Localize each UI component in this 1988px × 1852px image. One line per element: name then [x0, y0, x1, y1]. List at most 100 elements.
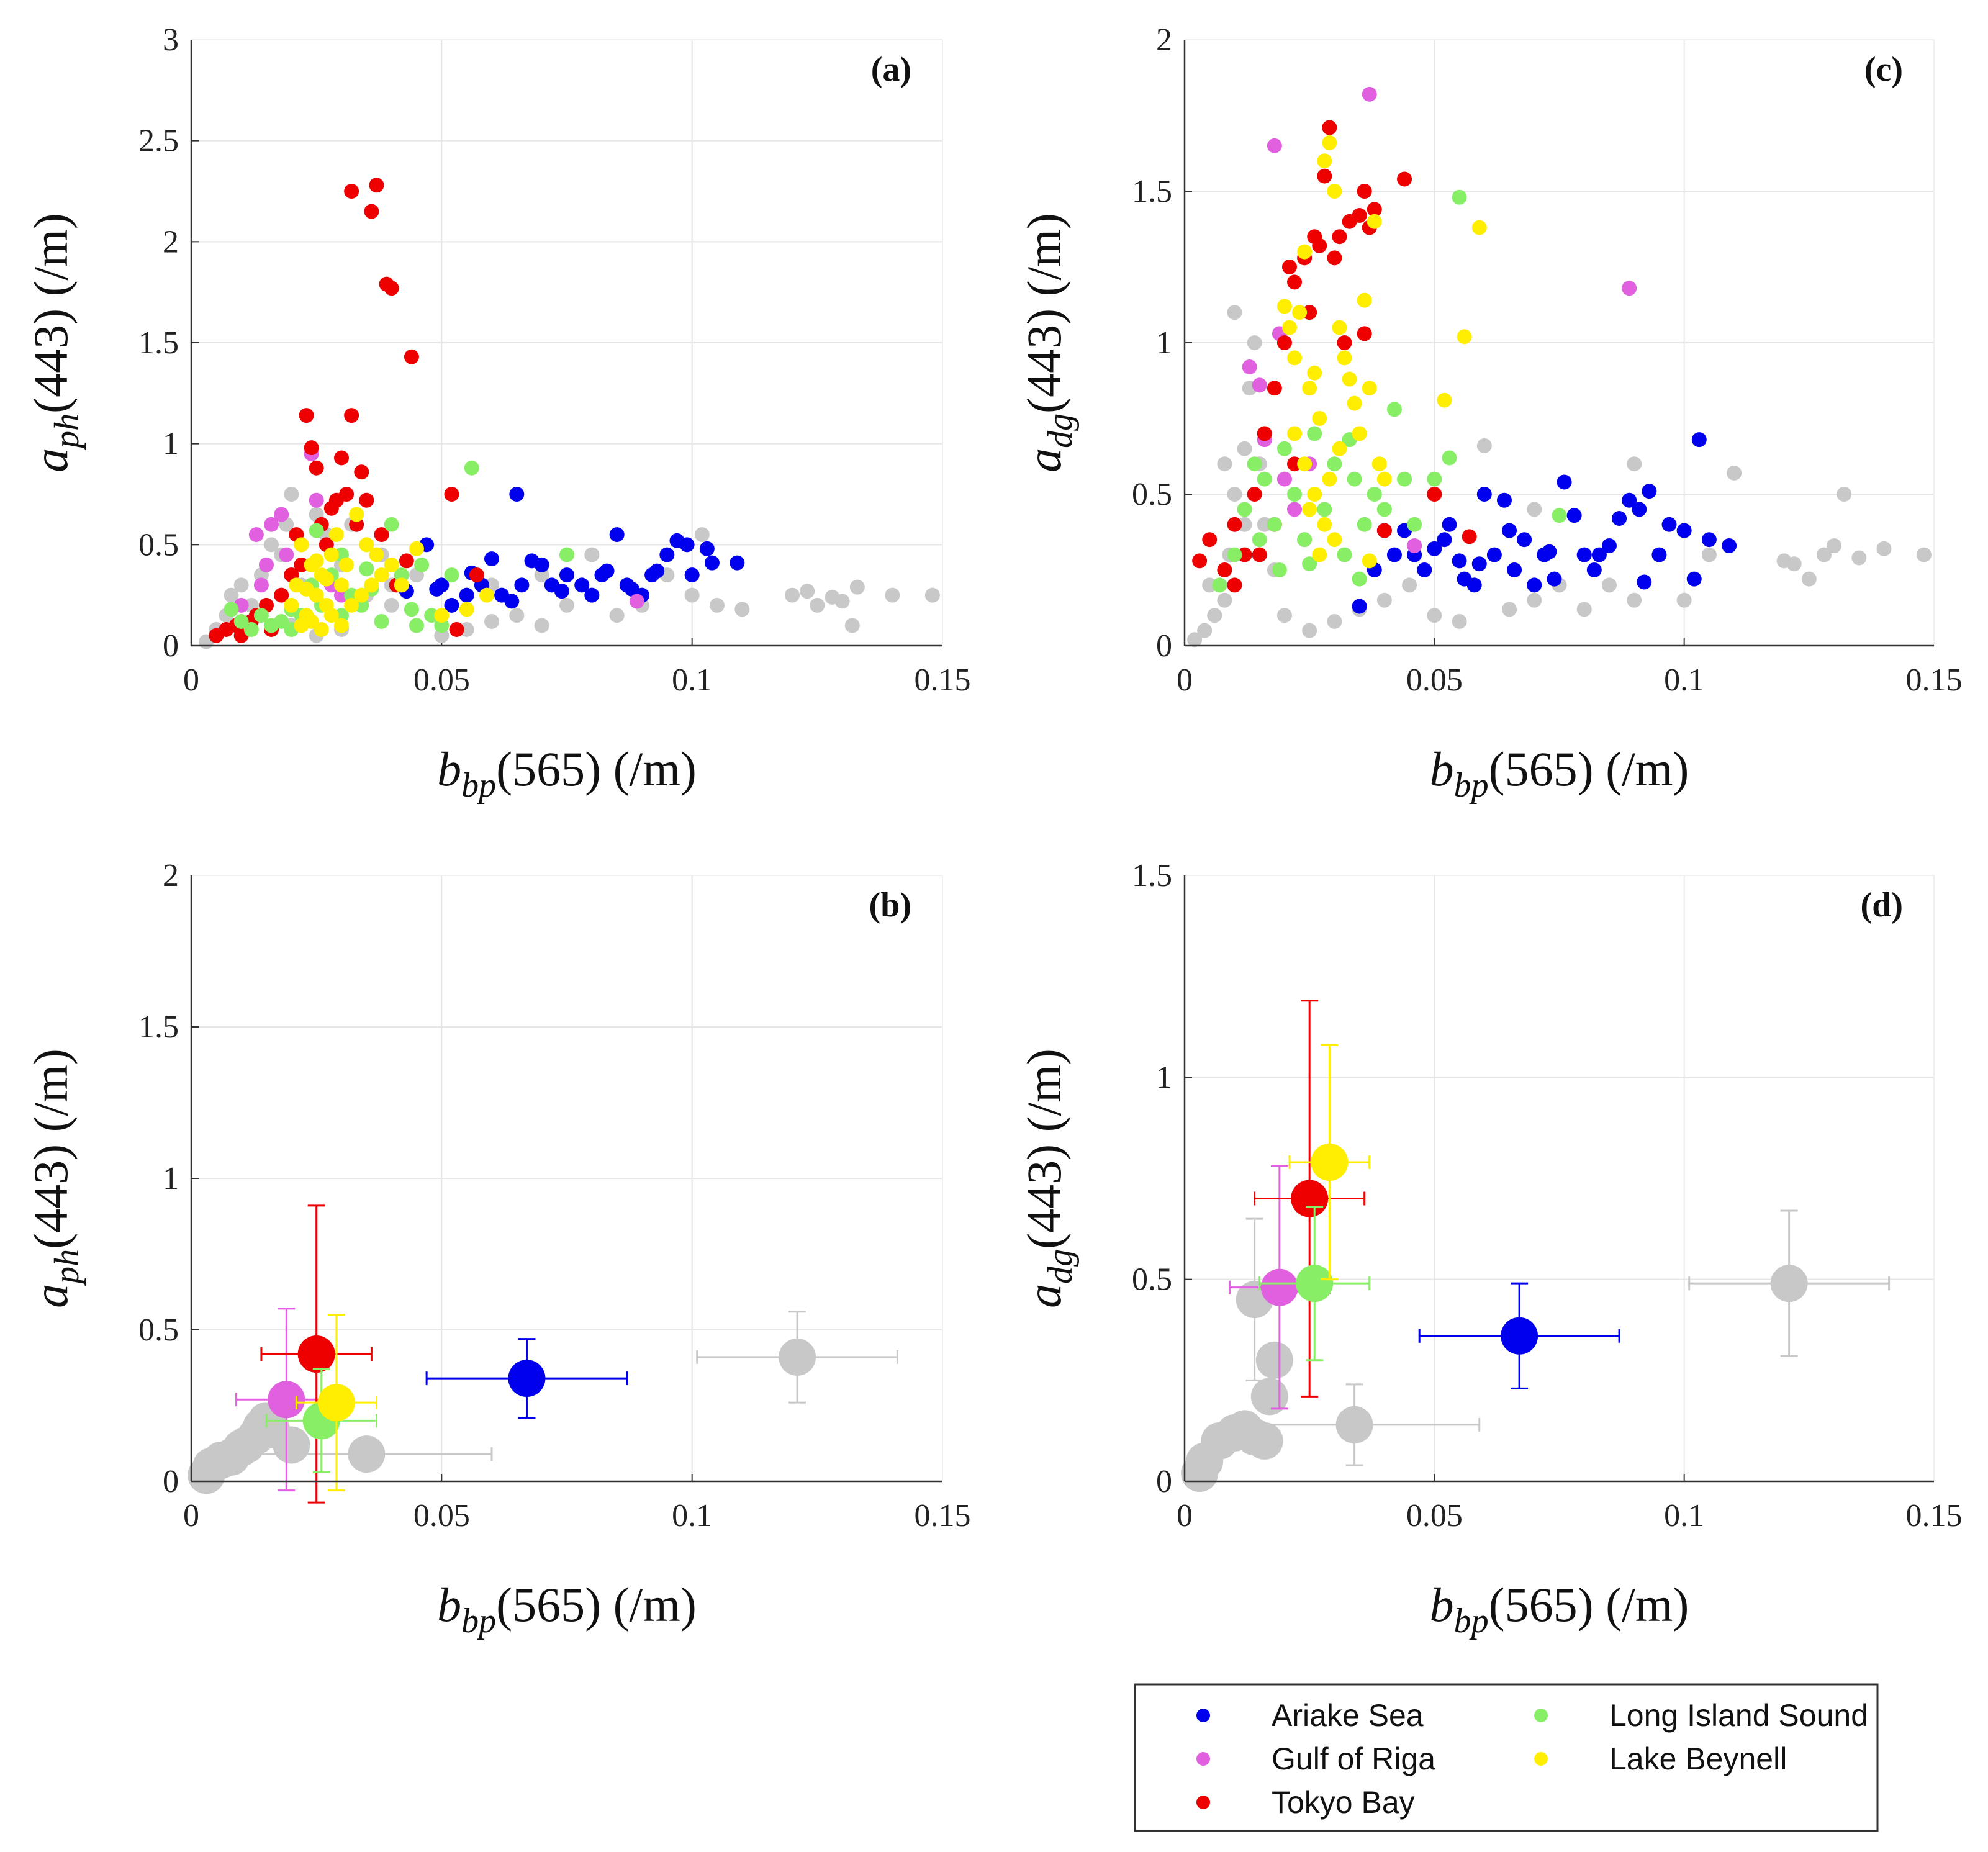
- data-point-tokyo-bay: [1252, 547, 1267, 562]
- data-point-other: [800, 584, 815, 599]
- data-point-long-island-sound: [359, 561, 374, 577]
- data-point-lake-beynell: [328, 527, 344, 543]
- y-tick-label: 0: [1156, 1464, 1172, 1499]
- data-point-ariake-sea: [1701, 532, 1717, 548]
- data-point-other: [1601, 577, 1617, 593]
- y-tick-label: 0.5: [138, 527, 179, 562]
- panel-tag: (a): [871, 50, 911, 89]
- x-tick-label: 0: [1177, 662, 1193, 698]
- x-tick-label: 0: [1177, 1498, 1193, 1534]
- y-tick-label: 2: [163, 224, 179, 260]
- data-point-tokyo-bay: [444, 487, 459, 502]
- panel-b: 0 0.05 0.1 0.15 0 0.5 1 1.5 2 (b) aph(443) (/m) bbp…: [24, 858, 971, 1640]
- data-point-long-island-sound: [1237, 502, 1252, 517]
- data-point-ariake-sea: [730, 555, 745, 571]
- data-point-ariake-sea: [1496, 492, 1512, 508]
- data-point-ariake-sea: [1632, 502, 1647, 517]
- y-label-rest: (443) (/m): [1017, 213, 1071, 413]
- data-point-lake-beynell: [1362, 381, 1377, 396]
- data-point-lake-beynell: [299, 581, 314, 597]
- data-point-lake-beynell: [384, 557, 399, 572]
- data-point-long-island-sound: [404, 602, 419, 617]
- y-label-main: a: [1017, 1284, 1071, 1308]
- x-tick-label: 0.15: [915, 1498, 971, 1534]
- data-point-lake-beynell: [1362, 553, 1377, 569]
- data-point-gulf-of-riga: [279, 547, 294, 562]
- data-point-other: [1627, 592, 1642, 608]
- data-point-long-island-sound: [1317, 502, 1332, 517]
- panel-a: 0 0.05 0.1 0.15 0 0.5 1 1.5 2 2.5 3 (a) aph(443) (/m…: [24, 22, 971, 805]
- data-point-ariake-sea: [1601, 538, 1617, 553]
- data-point-ariake-sea: [514, 577, 530, 593]
- y-axis-label: aph(443) (/m): [24, 1049, 86, 1308]
- mean-point-long-island-sound: [1296, 1265, 1334, 1303]
- y-tick-label: 1: [1156, 325, 1172, 361]
- data-point-long-island-sound: [1212, 577, 1227, 593]
- legend-item: Long Island Sound: [1534, 1698, 1868, 1733]
- data-point-ariake-sea: [1442, 517, 1457, 532]
- data-point-ariake-sea: [1557, 474, 1572, 490]
- mean-point-other: [348, 1435, 386, 1473]
- data-point-lake-beynell: [1322, 471, 1337, 487]
- data-point-gulf-of-riga: [1622, 281, 1637, 296]
- data-point-long-island-sound: [1272, 562, 1287, 577]
- data-point-ariake-sea: [1612, 511, 1627, 526]
- y-label-sub: dg: [1041, 413, 1080, 448]
- legend-item: Gulf of Riga: [1196, 1741, 1435, 1776]
- data-point-other: [484, 613, 499, 629]
- data-point-lake-beynell: [323, 547, 339, 562]
- data-point-long-island-sound: [233, 613, 249, 629]
- data-point-lake-beynell: [309, 553, 324, 569]
- data-point-lake-beynell: [459, 602, 474, 617]
- data-point-lake-beynell: [349, 507, 364, 522]
- data-point-other: [1276, 608, 1292, 623]
- data-point-long-island-sound: [309, 523, 324, 538]
- data-point-ariake-sea: [609, 527, 625, 543]
- data-point-ariake-sea: [1476, 487, 1492, 502]
- legend-label: Long Island Sound: [1609, 1698, 1868, 1733]
- mean-point-lake-beynell: [317, 1384, 355, 1422]
- data-point-long-island-sound: [1347, 471, 1362, 487]
- data-point-lake-beynell: [344, 597, 359, 613]
- data-point-ariake-sea: [1527, 577, 1542, 593]
- data-point-long-island-sound: [384, 517, 399, 532]
- data-point-other: [1427, 608, 1442, 623]
- y-tick-label: 2: [1156, 22, 1172, 58]
- data-point-lake-beynell: [1302, 502, 1317, 517]
- data-point-tokyo-bay: [1352, 208, 1367, 224]
- data-point-other: [1701, 547, 1717, 562]
- data-point-lake-beynell: [364, 577, 379, 593]
- data-point-ariake-sea: [1566, 508, 1582, 523]
- data-point-long-island-sound: [1337, 547, 1352, 562]
- data-point-long-island-sound: [464, 460, 479, 476]
- data-point-gulf-of-riga: [248, 527, 264, 543]
- mean-point-other: [1245, 1422, 1283, 1460]
- x-tick-label: 0: [183, 1498, 199, 1534]
- data-point-lake-beynell: [1347, 395, 1362, 411]
- data-point-other: [1786, 556, 1802, 572]
- x-label-rest: (565) (/m): [496, 742, 697, 796]
- data-point-tokyo-bay: [1367, 202, 1382, 217]
- data-point-gulf-of-riga: [1276, 471, 1292, 487]
- data-point-tokyo-bay: [339, 487, 355, 502]
- data-point-ariake-sea: [484, 551, 499, 567]
- y-tick-label: 0.5: [1132, 1262, 1172, 1298]
- data-point-gulf-of-riga: [309, 492, 324, 508]
- data-point-ariake-sea: [1591, 547, 1607, 562]
- mean-point-lake-beynell: [1311, 1143, 1349, 1181]
- data-point-lake-beynell: [1292, 305, 1308, 320]
- data-point-ariake-sea: [1622, 492, 1637, 508]
- data-point-lake-beynell: [1322, 135, 1337, 150]
- y-tick-label: 1: [1156, 1060, 1172, 1095]
- data-point-lake-beynell: [1302, 381, 1317, 396]
- data-point-ariake-sea: [599, 563, 615, 579]
- y-tick-label: 1.5: [1132, 174, 1172, 209]
- data-point-gulf-of-riga: [1287, 502, 1303, 517]
- mean-point-gulf-of-riga: [268, 1381, 305, 1419]
- data-point-lake-beynell: [1307, 487, 1322, 502]
- x-tick-label: 0: [183, 662, 199, 698]
- data-point-lake-beynell: [1317, 517, 1332, 532]
- panel-tag: (c): [1864, 50, 1903, 89]
- data-point-long-island-sound: [274, 613, 289, 629]
- data-point-other: [384, 597, 399, 613]
